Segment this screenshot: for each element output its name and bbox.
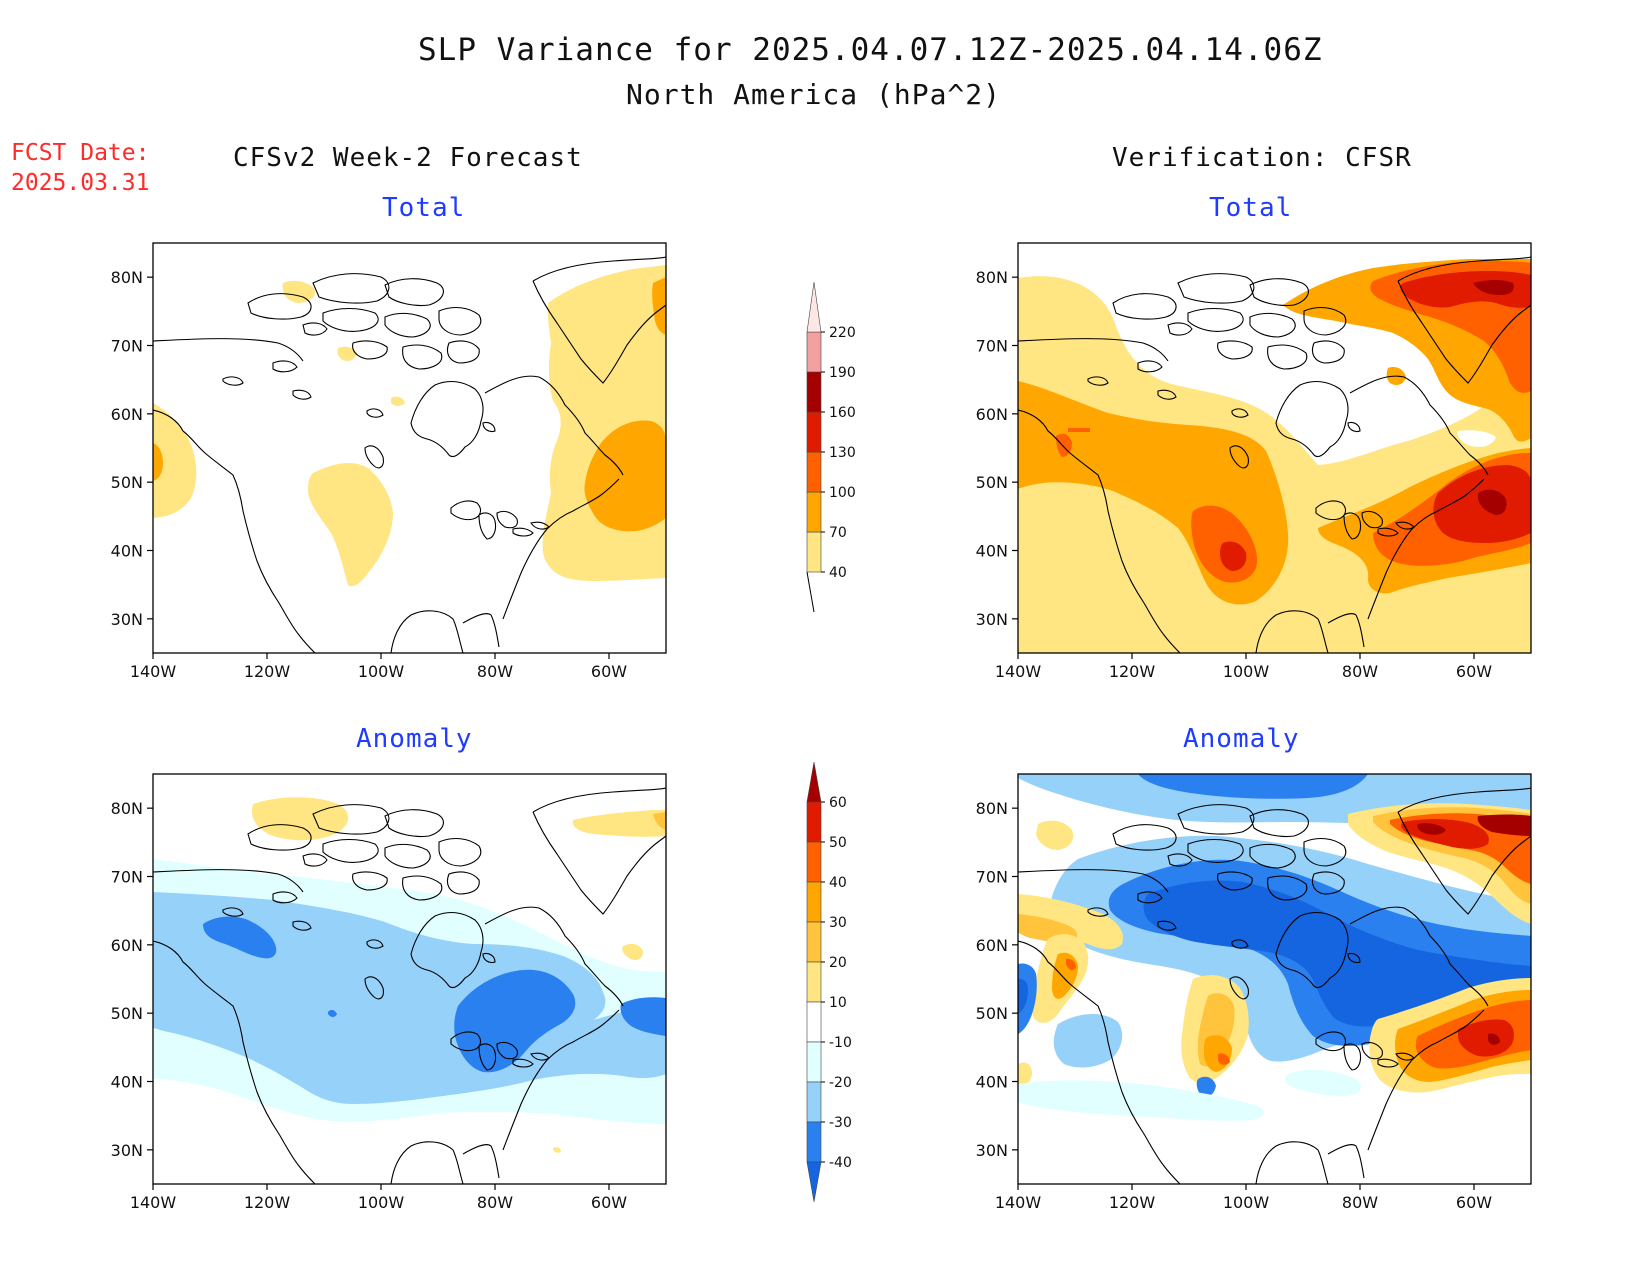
fcst-date-label: FCST Date: (11, 140, 150, 166)
lat-tick-label: 80N (111, 268, 143, 287)
colorbar-label: -20 (829, 1075, 852, 1091)
colorbar-box (806, 491, 822, 533)
lat-tick-label: 50N (976, 1004, 1008, 1023)
lon-tick-label: 140W (130, 662, 177, 681)
colorbar-label: 70 (829, 525, 847, 541)
total-colorbar: 40 70 100 130 160 190 220 (806, 281, 856, 613)
colorbar-box (806, 961, 822, 1003)
colorbar-box (806, 1121, 822, 1163)
colorbar-label: 220 (829, 325, 856, 341)
colorbar-label: 100 (829, 485, 856, 501)
lat-tick-label: 30N (976, 1141, 1008, 1160)
colorbar-label: 60 (829, 795, 847, 811)
colorbar-label: 10 (829, 995, 847, 1011)
lat-tick-label: 70N (111, 868, 143, 887)
colorbar-label: 30 (829, 915, 847, 931)
lon-tick-label: 80W (477, 1193, 513, 1212)
map-forecast-total (152, 242, 667, 654)
column-title-forecast: CFSv2 Week-2 Forecast (233, 143, 583, 173)
lat-tick-label: 70N (976, 868, 1008, 887)
colorbar-box (806, 801, 822, 843)
colorbar-bottom-triangle (806, 1161, 822, 1203)
colorbar-label: 50 (829, 835, 847, 851)
lon-tick-label: 80W (1342, 662, 1378, 681)
lat-tick-label: 30N (976, 610, 1008, 629)
colorbar-box (806, 411, 822, 453)
colorbar-box (806, 451, 822, 493)
colorbar-label: -30 (829, 1115, 852, 1131)
lat-tick-label: 30N (111, 1141, 143, 1160)
lon-tick-label: 100W (358, 662, 405, 681)
map-forecast-anomaly (152, 773, 667, 1185)
lon-tick-label: 140W (995, 662, 1042, 681)
colorbar-box (806, 841, 822, 883)
colorbar-label: 40 (829, 875, 847, 891)
colorbar-box (806, 531, 822, 573)
colorbar-box (806, 1001, 822, 1043)
anomaly-colorbar: 60 50 40 30 20 10 -10 -20 -30 -40 (806, 761, 852, 1203)
lat-tick-label: 60N (976, 405, 1008, 424)
lat-tick-label: 50N (976, 473, 1008, 492)
panel-title-forecast-anomaly: Anomaly (356, 724, 473, 754)
lon-tick-label: 100W (1223, 1193, 1270, 1212)
column-title-verification: Verification: CFSR (1112, 143, 1412, 173)
colorbar-box (806, 921, 822, 963)
lon-tick-label: 60W (591, 1193, 627, 1212)
colorbar-label: 20 (829, 955, 847, 971)
panel-title-forecast-total: Total (382, 193, 466, 223)
lon-tick-label: 80W (1342, 1193, 1378, 1212)
lon-tick-label: 140W (130, 1193, 177, 1212)
colorbar-label: 160 (829, 405, 856, 421)
lat-tick-label: 40N (111, 1073, 143, 1092)
lat-tick-label: 50N (111, 1004, 143, 1023)
lat-tick-label: 60N (976, 936, 1008, 955)
lon-tick-label: 80W (477, 662, 513, 681)
lat-tick-label: 80N (976, 268, 1008, 287)
lon-tick-label: 120W (1109, 662, 1156, 681)
panel-title-verification-anomaly: Anomaly (1183, 724, 1300, 754)
colorbar-label: 40 (829, 565, 847, 581)
lat-tick-label: 80N (111, 799, 143, 818)
lon-tick-label: 120W (244, 662, 291, 681)
lat-tick-label: 60N (111, 936, 143, 955)
map-axes: 30N 40N 50N 60N 70N 80N 140W 120W 100W 80W 60W 30N 4… (111, 268, 1493, 1212)
colorbar-box (806, 1081, 822, 1123)
lat-tick-label: 40N (976, 542, 1008, 561)
main-subtitle: North America (hPa^2) (626, 78, 1002, 111)
colorbar-label: 190 (829, 365, 856, 381)
colorbar-top-triangle (806, 761, 822, 803)
colorbar-box (806, 331, 822, 373)
lon-tick-label: 120W (244, 1193, 291, 1212)
lat-tick-label: 60N (111, 405, 143, 424)
lon-tick-label: 60W (1456, 1193, 1492, 1212)
panel-title-verification-total: Total (1209, 193, 1293, 223)
lat-tick-label: 30N (111, 610, 143, 629)
colorbar-top-triangle (806, 281, 822, 333)
lat-tick-label: 70N (111, 337, 143, 356)
lat-tick-label: 80N (976, 799, 1008, 818)
lon-tick-label: 140W (995, 1193, 1042, 1212)
main-title: SLP Variance for 2025.04.07.12Z-2025.04.… (418, 32, 1323, 68)
map-verification-anomaly (1017, 773, 1532, 1185)
colorbar-label: -40 (829, 1155, 852, 1171)
colorbar-lower-tail (806, 571, 815, 613)
lon-tick-label: 60W (1456, 662, 1492, 681)
colorbar-box (806, 1041, 822, 1083)
fcst-date-value: 2025.03.31 (11, 170, 150, 196)
lat-tick-label: 50N (111, 473, 143, 492)
lat-tick-label: 70N (976, 337, 1008, 356)
lat-tick-label: 40N (976, 1073, 1008, 1092)
colorbar-box (806, 881, 822, 923)
map-verification-total (1017, 242, 1532, 654)
colorbar-box (806, 371, 822, 413)
lon-tick-label: 120W (1109, 1193, 1156, 1212)
lon-tick-label: 100W (1223, 662, 1270, 681)
colorbar-label: -10 (829, 1035, 852, 1051)
colorbar-label: 130 (829, 445, 856, 461)
lat-tick-label: 40N (111, 542, 143, 561)
lon-tick-label: 60W (591, 662, 627, 681)
lon-tick-label: 100W (358, 1193, 405, 1212)
